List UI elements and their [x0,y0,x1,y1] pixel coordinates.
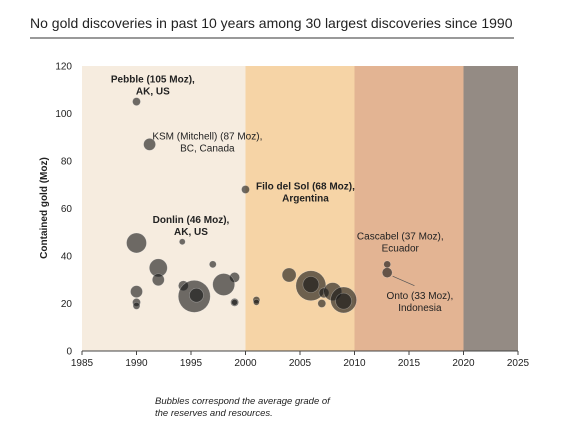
x-tick-label: 1985 [71,358,94,369]
leader-line [392,275,415,287]
caption: Bubbles correspond the average grade oft… [155,396,331,419]
bubble-point [383,260,392,269]
y-tick-label: 40 [61,252,73,263]
x-tick-label: 1990 [125,358,148,369]
bubble-point [253,299,260,306]
y-tick-label: 100 [55,109,72,120]
y-axis-label: Contained gold (Moz) [39,157,50,259]
period-band-0 [82,66,246,351]
annotation-label: Donlin (46 Moz), [153,215,230,226]
annotation-label: AK, US [136,87,170,98]
bubble-point [212,273,235,296]
period-band-3 [463,66,518,351]
x-tick-label: 2015 [398,358,421,369]
caption-line: the reserves and resources. [155,408,273,419]
bubble-point [132,97,141,106]
bubble-point [143,138,156,151]
y-tick-label: 0 [66,347,72,358]
period-band-2 [354,66,464,351]
annotation-label: Indonesia [398,303,442,314]
x-tick-label: 2005 [289,358,312,369]
annotation-label: AK, US [174,227,208,238]
bubble-point [302,276,320,293]
bubble-point [209,260,217,269]
annotation-label: Pebble (105 Moz), [111,75,195,86]
bubbles [126,97,393,314]
y-tick-label: 120 [55,62,72,73]
chart-title: No gold discoveries in past 10 years amo… [30,15,513,31]
annotation-label: Cascabel (37 Moz), [357,231,444,242]
x-tick-label: 1995 [180,358,203,369]
x-tick-label: 2025 [507,358,530,369]
x-tick-label: 2010 [343,358,366,369]
annotation-label: Filo del Sol (68 Moz), [256,182,355,193]
axes: 1985 1990 1995 2000 2005 2010 2015 2020 2025 0 20 4… [55,62,529,370]
bubble-point [189,287,204,303]
x-tick-label: 2000 [234,358,257,369]
y-tick-label: 20 [61,299,73,310]
bubble-point [130,285,143,298]
bubble-point [281,267,297,283]
caption-line: Bubbles correspond the average grade of [155,396,331,407]
annotation-label: KSM (Mitchell) (87 Moz), [152,132,262,143]
period-bands [82,66,518,351]
bubble-point [381,267,393,278]
bubble-point [152,273,165,287]
bubble-point [317,299,327,308]
y-tick-label: 80 [61,157,73,168]
y-tick-label: 60 [61,204,73,215]
bubble-point [178,238,186,246]
bubble-point [132,302,141,310]
annotation-label: Ecuador [382,243,420,254]
bubble-point [241,185,250,194]
annotation-label: Argentina [282,194,329,205]
annotation-label: Onto (33 Moz), [387,291,454,302]
bubble-point [126,232,147,254]
bubble-point [231,299,238,306]
bubble-point [335,292,352,310]
annotation-label: BC, Canada [180,144,235,155]
x-tick-label: 2020 [452,358,475,369]
